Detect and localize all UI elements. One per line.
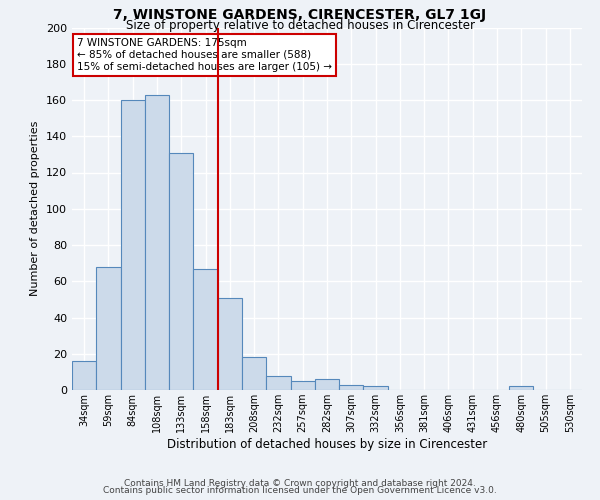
Bar [121,100,145,390]
Bar [509,386,533,390]
Text: 7, WINSTONE GARDENS, CIRENCESTER, GL7 1GJ: 7, WINSTONE GARDENS, CIRENCESTER, GL7 1G… [113,8,487,22]
Bar [290,381,315,390]
Bar [72,361,96,390]
Y-axis label: Number of detached properties: Number of detached properties [31,121,40,296]
Text: Contains HM Land Registry data © Crown copyright and database right 2024.: Contains HM Land Registry data © Crown c… [124,478,476,488]
Bar [266,376,290,390]
Bar [96,267,121,390]
Bar [169,152,193,390]
Bar [364,386,388,390]
Bar [339,384,364,390]
Bar [193,268,218,390]
Bar [218,298,242,390]
Text: 7 WINSTONE GARDENS: 175sqm
← 85% of detached houses are smaller (588)
15% of sem: 7 WINSTONE GARDENS: 175sqm ← 85% of deta… [77,38,332,72]
X-axis label: Distribution of detached houses by size in Cirencester: Distribution of detached houses by size … [167,438,487,451]
Text: Size of property relative to detached houses in Cirencester: Size of property relative to detached ho… [125,18,475,32]
Bar [145,94,169,390]
Text: Contains public sector information licensed under the Open Government Licence v3: Contains public sector information licen… [103,486,497,495]
Bar [315,379,339,390]
Bar [242,358,266,390]
